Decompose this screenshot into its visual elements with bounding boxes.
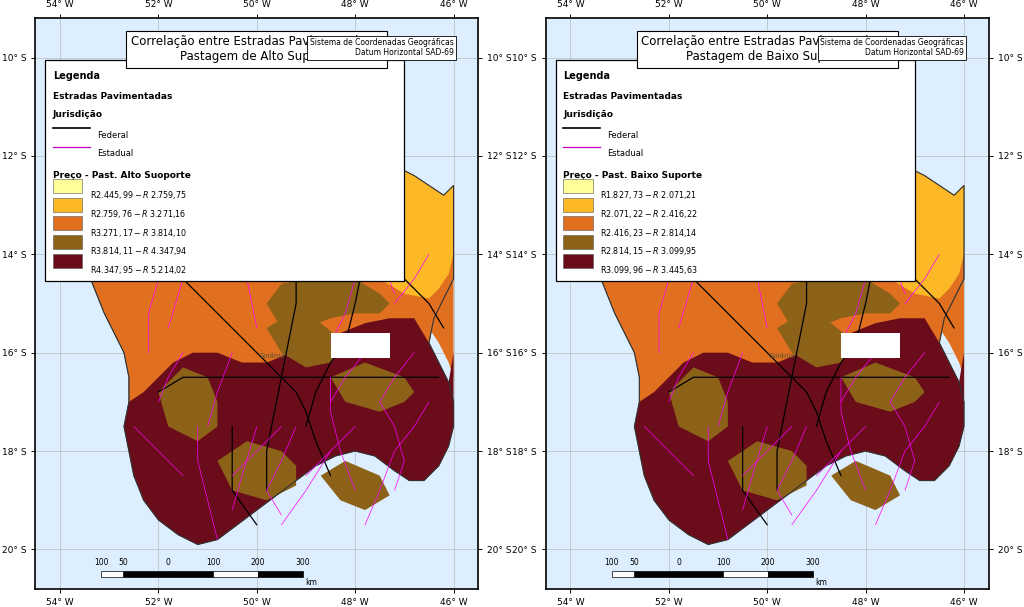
Polygon shape [85,151,454,544]
Polygon shape [635,318,964,544]
Polygon shape [669,367,728,441]
Polygon shape [831,461,900,510]
Text: 100: 100 [604,558,620,567]
Bar [52,254,82,268]
Bar [679,571,723,577]
Text: R$ 4.347,95 - R$ 5.214,02: R$ 4.347,95 - R$ 5.214,02 [89,264,186,276]
Text: Preço - Past. Alto Suoporte: Preço - Past. Alto Suoporte [52,171,190,180]
Polygon shape [826,161,964,299]
Text: Estradas Pavimentadas: Estradas Pavimentadas [563,92,682,101]
Bar [331,333,389,358]
Bar [611,571,634,577]
Text: Jurisdição: Jurisdição [563,110,613,119]
Bar [768,571,813,577]
Bar [52,217,82,230]
Text: Sistema de Coordenadas Geográficas
Datum Horizontal SAD-69: Sistema de Coordenadas Geográficas Datum… [310,38,454,57]
Text: 100: 100 [206,558,220,567]
Text: R$ 2.814,15 - R$ 3.099,95: R$ 2.814,15 - R$ 3.099,95 [600,245,697,257]
Text: 100: 100 [94,558,109,567]
Bar [258,571,302,577]
Bar [52,235,82,249]
Polygon shape [331,279,454,402]
Polygon shape [777,279,900,328]
Text: R$ 3.814,11 - R$ 4.347,94: R$ 3.814,11 - R$ 4.347,94 [89,245,187,257]
Text: Goiânia: Goiânia [769,353,796,359]
Text: 300: 300 [806,558,820,567]
Text: Estadual: Estadual [607,149,644,158]
Polygon shape [85,151,454,544]
Text: Jurisdição: Jurisdição [52,110,102,119]
Polygon shape [777,313,856,367]
Polygon shape [315,161,454,299]
Text: Correlação entre Estradas Pavimentadas e
Pastagem de Alto Suporte: Correlação entre Estradas Pavimentadas e… [131,35,383,63]
Text: km: km [305,578,316,587]
Polygon shape [331,362,414,412]
Text: Sistema de Coordenadas Geográficas
Datum Horizontal SAD-69: Sistema de Coordenadas Geográficas Datum… [820,38,964,57]
Bar [563,198,593,211]
Polygon shape [841,362,925,412]
Text: R$ 2.759,76 - R$ 3.271,16: R$ 2.759,76 - R$ 3.271,16 [89,208,186,220]
Polygon shape [389,392,454,481]
Bar [723,571,768,577]
Text: R$ 3.099,96 - R$ 3.445,63: R$ 3.099,96 - R$ 3.445,63 [600,264,697,276]
Text: Estradas Pavimentadas: Estradas Pavimentadas [52,92,172,101]
Text: 0: 0 [166,558,171,567]
Polygon shape [321,461,389,510]
Text: Legenda: Legenda [52,71,99,81]
Text: Correlação entre Estradas Pavimentadas e
Pastagem de Baixo Suporte: Correlação entre Estradas Pavimentadas e… [641,35,893,63]
Polygon shape [85,151,336,245]
Text: 200: 200 [761,558,775,567]
Text: 200: 200 [251,558,265,567]
Text: Federal: Federal [607,131,639,140]
Text: Legenda: Legenda [563,71,610,81]
Bar [556,60,914,282]
Text: 50: 50 [629,558,639,567]
Bar [101,571,124,577]
Text: 300: 300 [295,558,310,567]
Text: 50: 50 [119,558,128,567]
Bar [213,571,258,577]
Polygon shape [159,367,217,441]
Text: Federal: Federal [97,131,128,140]
Bar [45,60,404,282]
Polygon shape [266,313,345,367]
Bar [841,333,900,358]
Polygon shape [595,151,846,245]
Text: 0: 0 [676,558,681,567]
Bar [634,571,679,577]
Bar [168,571,213,577]
Bar [52,179,82,193]
Text: R$ 1.827,73 - R$ 2.071,21: R$ 1.827,73 - R$ 2.071,21 [600,189,697,202]
Text: R$ 2.071,22 - R$ 2.416,22: R$ 2.071,22 - R$ 2.416,22 [600,208,697,220]
Bar [124,571,168,577]
Bar [52,198,82,211]
Polygon shape [124,318,454,544]
Bar [563,235,593,249]
Text: R$ 2.416,23 - R$ 2.814,14: R$ 2.416,23 - R$ 2.814,14 [600,227,697,239]
Text: Estadual: Estadual [97,149,133,158]
Bar [563,179,593,193]
Polygon shape [217,441,296,500]
Text: R$ 3.271,17 - R$ 3.814,10: R$ 3.271,17 - R$ 3.814,10 [89,227,186,239]
Text: Preço - Past. Baixo Suporte: Preço - Past. Baixo Suporte [563,171,702,180]
Text: 100: 100 [716,558,731,567]
Polygon shape [841,279,964,402]
Polygon shape [728,441,807,500]
Polygon shape [266,279,389,328]
Bar [563,217,593,230]
Polygon shape [595,151,964,544]
Text: R$ 2.445,99 - R$ 2.759,75: R$ 2.445,99 - R$ 2.759,75 [89,189,186,202]
Text: Goiânia: Goiânia [258,353,285,359]
Bar [563,254,593,268]
Polygon shape [595,151,964,544]
Polygon shape [900,392,964,481]
Text: km: km [815,578,827,587]
